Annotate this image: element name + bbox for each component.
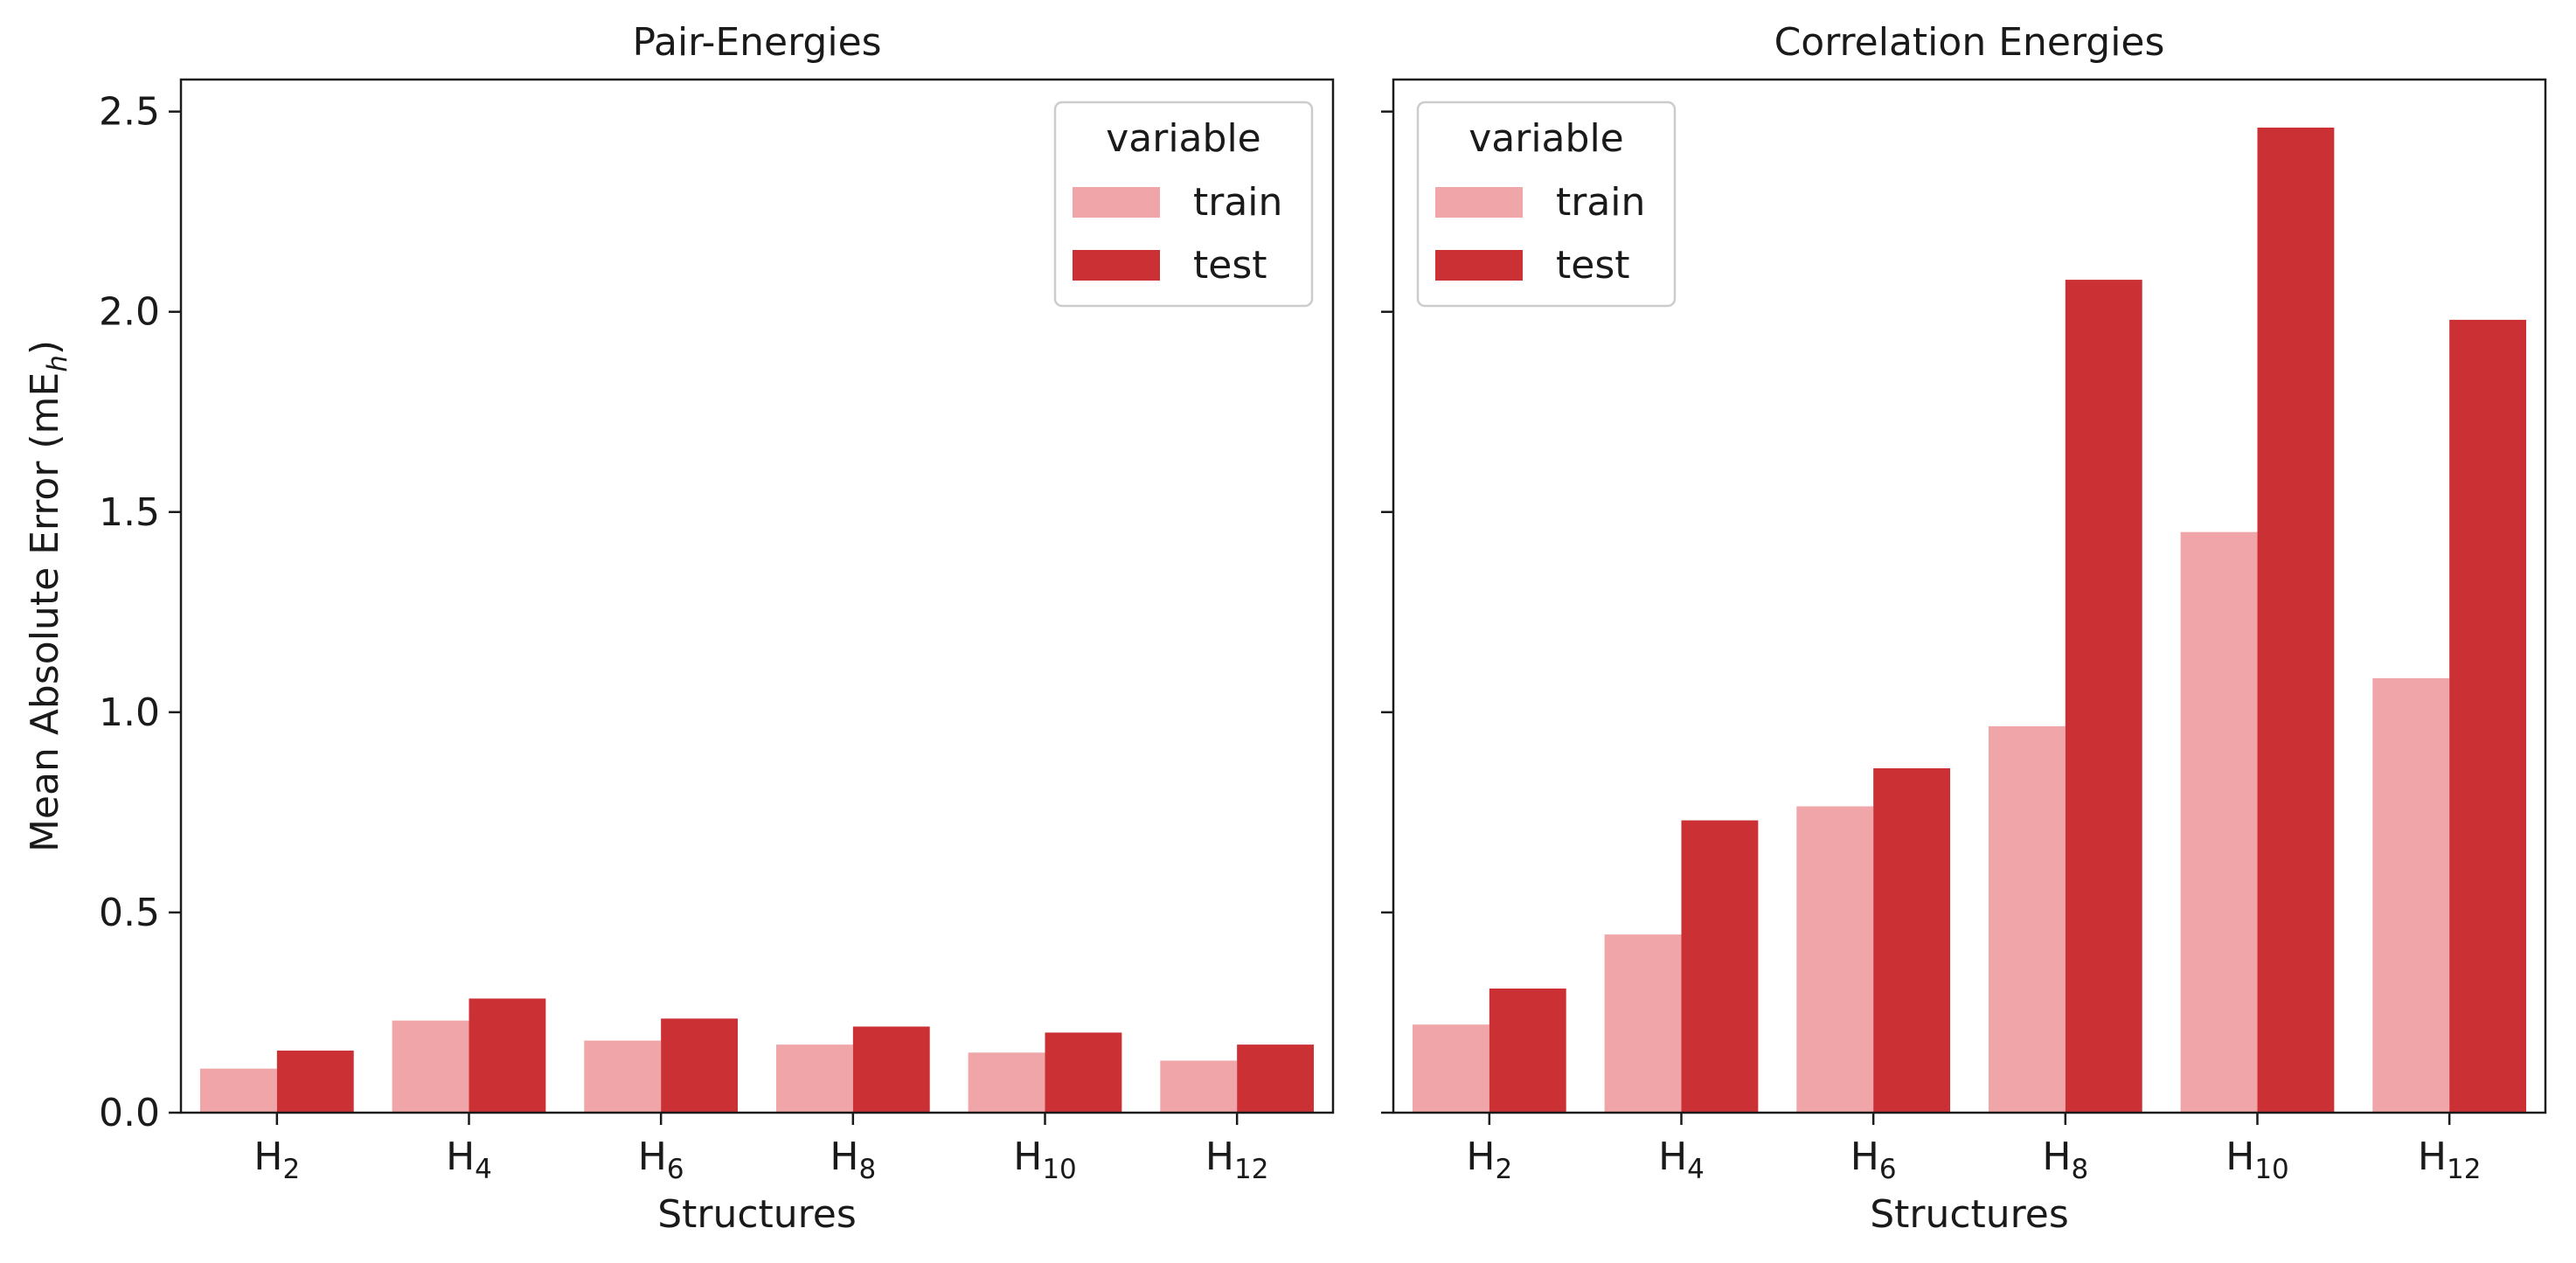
legend-label-train: train <box>1193 180 1282 225</box>
bar-test-H6 <box>1873 768 1951 1113</box>
x-tick-label-base: H <box>1205 1135 1234 1179</box>
x-tick-label-base: H <box>638 1135 667 1179</box>
plot-frame <box>179 78 1335 1114</box>
bar-train-H10 <box>2180 531 2258 1113</box>
x-tick-label-base: H <box>830 1135 858 1179</box>
bar-test-H8 <box>852 1026 930 1113</box>
bar-train-H4 <box>1604 934 1682 1113</box>
bar-train-H4 <box>392 1020 469 1113</box>
bar-test-H4 <box>1681 820 1759 1113</box>
x-axis-label: Structures <box>1870 1192 2069 1237</box>
x-tick-label: H6 <box>638 1135 684 1185</box>
x-tick-label-sub: 8 <box>859 1154 877 1185</box>
bar-train-H2 <box>1412 1024 1489 1113</box>
bar-train-H10 <box>968 1052 1045 1113</box>
y-axis-label: Mean Absolute Error (mEh) <box>23 340 73 852</box>
bar-train-H2 <box>199 1068 277 1113</box>
y-tick-label: 2.5 <box>99 90 160 135</box>
y-tick-label: 1.0 <box>99 690 160 735</box>
y-tick-label: 0.5 <box>99 891 160 935</box>
x-tick-label: H6 <box>1850 1135 1897 1185</box>
bar-train-H6 <box>1796 806 1874 1113</box>
bar-test-H2 <box>276 1050 354 1113</box>
y-axis-label-close: ) <box>23 340 67 355</box>
y-tick-label: 0.0 <box>99 1091 160 1135</box>
bar-test-H4 <box>469 998 546 1113</box>
bar-test-H12 <box>1237 1044 1315 1113</box>
x-tick-label-base: H <box>253 1135 282 1179</box>
x-tick-label: H2 <box>1466 1135 1512 1185</box>
x-tick-label-sub: 12 <box>2447 1154 2481 1185</box>
x-tick-label-base: H <box>1850 1135 1879 1179</box>
x-tick-label: H4 <box>446 1135 492 1185</box>
legend-title: variable <box>1469 116 1624 161</box>
legend-label-test: test <box>1556 243 1630 288</box>
x-tick-label-sub: 8 <box>2072 1154 2089 1185</box>
x-tick-label: H12 <box>1205 1135 1269 1185</box>
x-tick-label-base: H <box>2225 1135 2254 1179</box>
x-tick-label-sub: 2 <box>1496 1154 1513 1185</box>
x-tick-label-sub: 6 <box>667 1154 684 1185</box>
bar-test-H10 <box>1045 1032 1122 1113</box>
y-tick-label: 1.5 <box>99 490 160 535</box>
x-tick-label-sub: 2 <box>283 1154 301 1185</box>
x-tick-label: H8 <box>830 1135 876 1185</box>
legend-swatch-test <box>1073 250 1160 281</box>
chart-title: Pair-Energies <box>632 20 881 65</box>
bar-train-H6 <box>584 1040 662 1113</box>
y-axis-label-main: Mean Absolute Error (mE <box>23 372 67 852</box>
x-tick-label-base: H <box>1658 1135 1687 1179</box>
x-tick-label-base: H <box>2418 1135 2447 1179</box>
x-tick-label: H8 <box>2042 1135 2088 1185</box>
legend-swatch-train <box>1073 187 1160 218</box>
x-tick-label-sub: 4 <box>475 1154 492 1185</box>
bar-test-H8 <box>2065 280 2142 1113</box>
bar-test-H10 <box>2257 127 2335 1113</box>
x-tick-label-base: H <box>2042 1135 2071 1179</box>
x-tick-label-base: H <box>1013 1135 1042 1179</box>
bar-test-H6 <box>661 1018 739 1113</box>
plot-frame <box>1392 78 2547 1114</box>
bar-train-H12 <box>2372 677 2450 1113</box>
x-tick-label-sub: 10 <box>2254 1154 2288 1185</box>
x-tick-label-base: H <box>446 1135 475 1179</box>
legend: variable train test <box>1416 101 1677 308</box>
bar-train-H8 <box>1988 725 2066 1113</box>
x-tick-label-base: H <box>1466 1135 1495 1179</box>
x-tick-label: H4 <box>1658 1135 1705 1185</box>
legend: variable train test <box>1053 101 1314 308</box>
y-axis-label-sub: h <box>42 355 73 372</box>
bar-train-H8 <box>775 1044 853 1113</box>
x-tick-label: H2 <box>253 1135 300 1185</box>
x-tick-label-sub: 10 <box>1042 1154 1076 1185</box>
x-tick-label: H10 <box>1013 1135 1077 1185</box>
bar-test-H2 <box>1489 988 1566 1113</box>
x-tick-label-sub: 12 <box>1234 1154 1268 1185</box>
x-tick-label: H12 <box>2418 1135 2482 1185</box>
legend-label-test: test <box>1193 243 1267 288</box>
legend-label-train: train <box>1556 180 1645 225</box>
legend-swatch-train <box>1435 187 1523 218</box>
x-tick-label-sub: 6 <box>1879 1154 1897 1185</box>
bar-test-H12 <box>2449 319 2527 1113</box>
legend-swatch-test <box>1435 250 1523 281</box>
bar-train-H12 <box>1160 1060 1238 1113</box>
legend-title: variable <box>1106 116 1261 161</box>
y-tick-label: 2.0 <box>99 290 160 335</box>
x-tick-label: H10 <box>2225 1135 2289 1185</box>
x-axis-label: Structures <box>657 1192 857 1237</box>
x-tick-label-sub: 4 <box>1687 1154 1705 1185</box>
chart-title: Correlation Energies <box>1774 20 2165 65</box>
